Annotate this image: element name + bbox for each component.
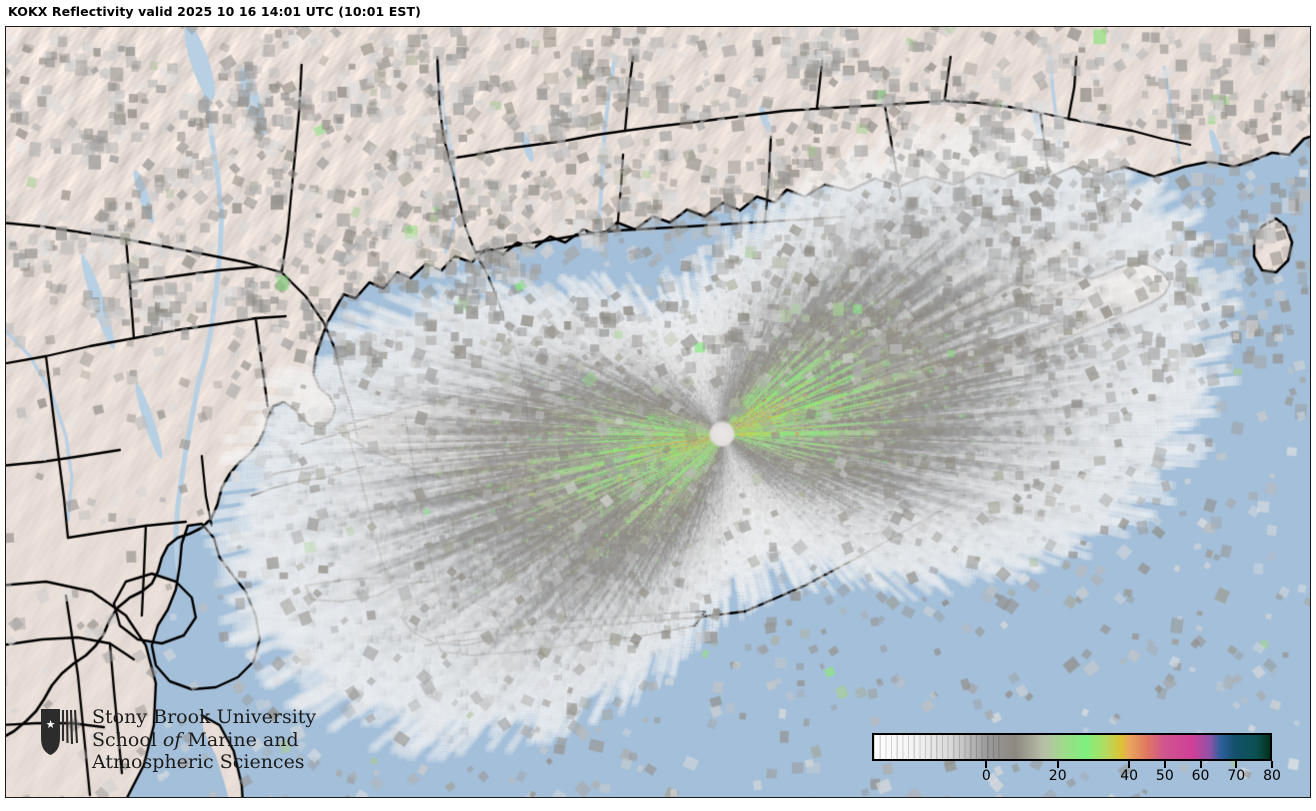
stony-brook-logo: ★ Stony Brook University School of Marin… [40,706,317,792]
logo-line-3: Atmospheric Sciences [92,751,305,773]
radar-map-canvas[interactable] [6,27,1310,797]
shield-icon: ★ [41,709,79,755]
colorbar-tick [1163,761,1166,768]
colorbar-ticks: 0 20 40 50 60 70 80 [872,761,1281,795]
logo-line-2-of: of [162,728,182,751]
colorbar-tick [1199,761,1202,768]
svg-text:★: ★ [46,718,56,731]
colorbar-tick [985,761,988,768]
logo-line-1: Stony Brook University [92,706,317,728]
colorbar-tick [1056,761,1059,768]
colorbar-tick-label: 50 [1155,768,1174,784]
colorbar-tick-label: 70 [1227,768,1246,784]
colorbar-gradient [874,735,1270,759]
colorbar-tick [1271,761,1273,768]
logo-wordmark: Stony Brook University School of Marine … [92,706,317,774]
colorbar-gradient-box [872,733,1272,761]
reflectivity-colorbar: 0 20 40 50 60 70 80 [872,733,1281,795]
colorbar-tick-label: 20 [1048,768,1067,784]
logo-line-2b: Marine and [181,728,299,751]
colorbar-tick [1235,761,1238,768]
colorbar-tick [1128,761,1131,768]
colorbar-tick-label: 60 [1191,768,1210,784]
radar-map[interactable] [5,26,1311,798]
page-title: KOKX Reflectivity valid 2025 10 16 14:01… [8,4,421,19]
logo-line-2a: School [92,728,163,751]
colorbar-stripes [874,735,1270,759]
logo-line-2: School of Marine and [92,729,312,752]
colorbar-tick-label: 80 [1263,768,1281,784]
colorbar-tick-label: 0 [981,768,991,784]
colorbar-tick-label: 40 [1120,768,1139,784]
